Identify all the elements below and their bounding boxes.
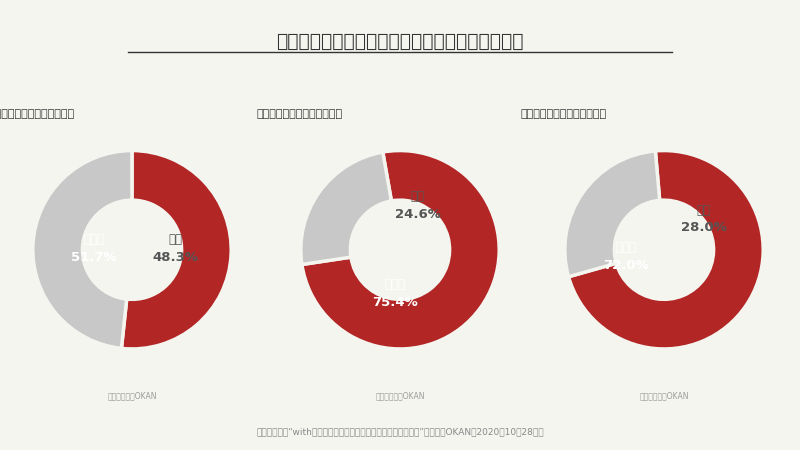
- Wedge shape: [302, 151, 499, 349]
- Text: いいえ: いいえ: [385, 278, 406, 291]
- Text: はい: はい: [169, 234, 182, 246]
- Text: 調査：株式会OKAN: 調査：株式会OKAN: [375, 391, 425, 400]
- Text: （画像引用：“withコロナで変化する「働くこと」に関する調査”｜株式会OKAN｜2020年10月28日）: （画像引用：“withコロナで変化する「働くこと」に関する調査”｜株式会OKAN…: [256, 428, 544, 436]
- Text: 調査：株式会OKAN: 調査：株式会OKAN: [639, 391, 689, 400]
- Wedge shape: [33, 151, 132, 348]
- Wedge shape: [122, 151, 231, 349]
- Wedge shape: [569, 151, 763, 349]
- Text: いいえ: いいえ: [616, 241, 637, 254]
- Text: 72.0%: 72.0%: [603, 259, 649, 272]
- Text: 51.7%: 51.7%: [71, 251, 117, 264]
- Text: 自社に対して愛着が高まった: 自社に対して愛着が高まった: [520, 109, 606, 119]
- Text: 調査：株式会OKAN: 調査：株式会OKAN: [107, 391, 157, 400]
- Wedge shape: [565, 151, 660, 277]
- Text: 24.6%: 24.6%: [395, 207, 441, 220]
- Text: はい: はい: [411, 190, 425, 203]
- Text: いいえ: いいえ: [84, 234, 105, 246]
- Text: 28.0%: 28.0%: [681, 221, 726, 234]
- Text: 会社に期待することが増えた: 会社に期待することが増えた: [256, 109, 342, 119]
- Text: コロナ禦における企業と従業員の関係性について: コロナ禦における企業と従業員の関係性について: [276, 32, 524, 50]
- Text: 75.4%: 75.4%: [372, 296, 418, 309]
- Text: 会社と良い関係を築けている: 会社と良い関係を築けている: [0, 109, 74, 119]
- Text: はい: はい: [697, 203, 710, 216]
- Text: 48.3%: 48.3%: [153, 251, 198, 264]
- Wedge shape: [301, 152, 391, 265]
